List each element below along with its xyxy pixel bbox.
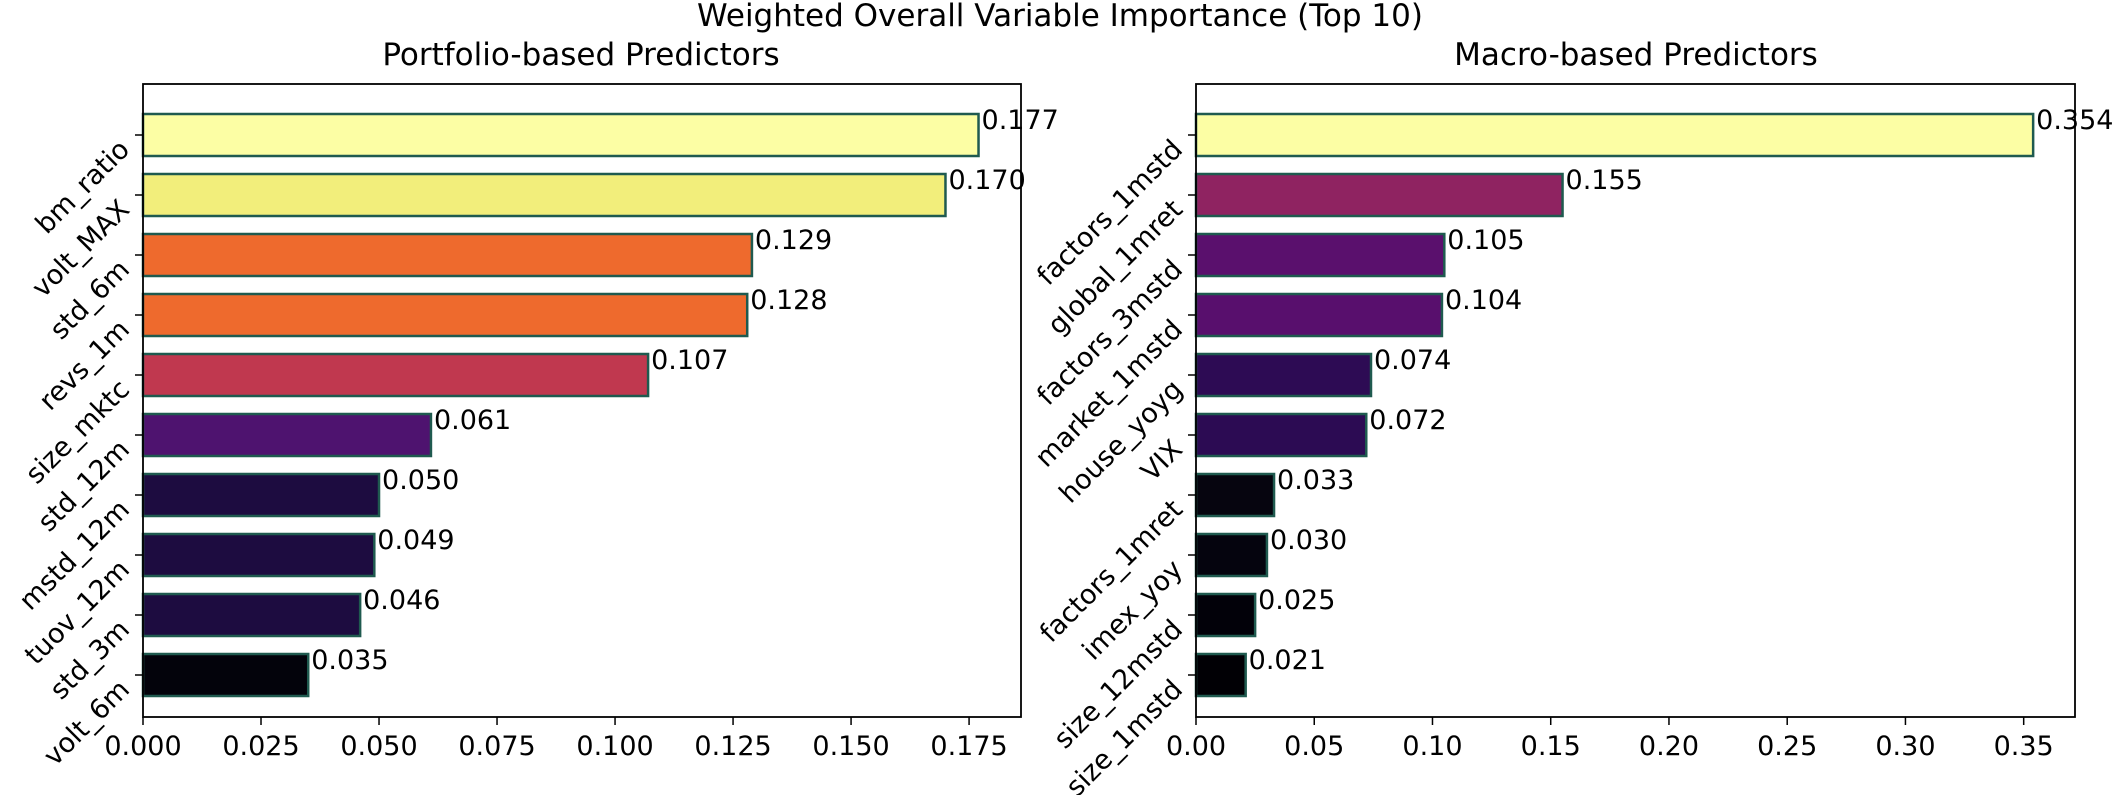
plot-frame	[142, 83, 1022, 718]
data-label: 0.021	[1249, 645, 1326, 676]
plot-frame	[1195, 83, 2076, 718]
bar	[141, 592, 362, 638]
data-label: 0.049	[377, 525, 454, 556]
x-tick-label: 0.20	[1639, 731, 1699, 762]
data-label: 0.105	[1447, 225, 1524, 256]
data-label: 0.025	[1258, 585, 1335, 616]
data-label: 0.046	[363, 585, 440, 616]
bar	[141, 292, 749, 338]
bar	[1194, 652, 1247, 698]
bar	[1194, 292, 1444, 338]
x-tick-label: 0.10	[1402, 731, 1462, 762]
panel-title: Macro-based Predictors	[1454, 37, 1818, 73]
figure-title: Weighted Overall Variable Importance (To…	[697, 0, 1423, 34]
panel-title: Portfolio-based Predictors	[382, 37, 779, 73]
x-tick-label: 0.075	[458, 731, 535, 762]
x-tick-label: 0.175	[930, 731, 1007, 762]
bar	[1194, 532, 1269, 578]
data-label: 0.061	[434, 405, 511, 436]
y-tick-label: VIX	[1135, 434, 1189, 488]
bar	[1194, 232, 1446, 278]
bar	[1194, 412, 1368, 458]
bar	[141, 352, 650, 398]
bar	[1194, 172, 1564, 218]
x-tick-label: 0.25	[1757, 731, 1817, 762]
panel-macro-predictors: Macro-based Predictors 0.354factors_1mst…	[1029, 37, 2113, 795]
bar	[141, 172, 947, 218]
data-label: 0.033	[1277, 465, 1354, 496]
x-tick-label: 0.150	[812, 731, 889, 762]
panel-portfolio-predictors: Portfolio-based Predictors 0.177bm_ratio…	[13, 37, 1058, 772]
bar	[1194, 592, 1257, 638]
bar	[141, 232, 754, 278]
data-label: 0.170	[948, 165, 1025, 196]
data-label: 0.104	[1445, 285, 1522, 316]
data-label: 0.155	[1566, 165, 1643, 196]
data-label: 0.074	[1374, 345, 1451, 376]
data-label: 0.030	[1270, 525, 1347, 556]
x-tick-label: 0.15	[1521, 731, 1581, 762]
x-tick-label: 0.30	[1875, 731, 1935, 762]
data-label: 0.035	[311, 645, 388, 676]
data-label: 0.129	[755, 225, 832, 256]
x-tick-label: 0.05	[1284, 731, 1344, 762]
x-tick-label: 0.00	[1166, 731, 1226, 762]
data-label: 0.072	[1369, 405, 1446, 436]
data-label: 0.050	[382, 465, 459, 496]
x-tick-label: 0.025	[222, 731, 299, 762]
bar	[141, 412, 433, 458]
x-tick-label: 0.100	[576, 731, 653, 762]
x-tick-label: 0.000	[104, 731, 181, 762]
data-label: 0.128	[750, 285, 827, 316]
bar	[1194, 112, 2035, 158]
x-tick-label: 0.125	[694, 731, 771, 762]
bar	[1194, 472, 1276, 518]
bar	[1194, 352, 1373, 398]
bar	[141, 112, 980, 158]
x-tick-label: 0.050	[340, 731, 417, 762]
bar	[141, 532, 376, 578]
bar	[141, 472, 381, 518]
data-label: 0.107	[651, 345, 728, 376]
bar	[141, 652, 310, 698]
x-tick-label: 0.35	[1994, 731, 2054, 762]
